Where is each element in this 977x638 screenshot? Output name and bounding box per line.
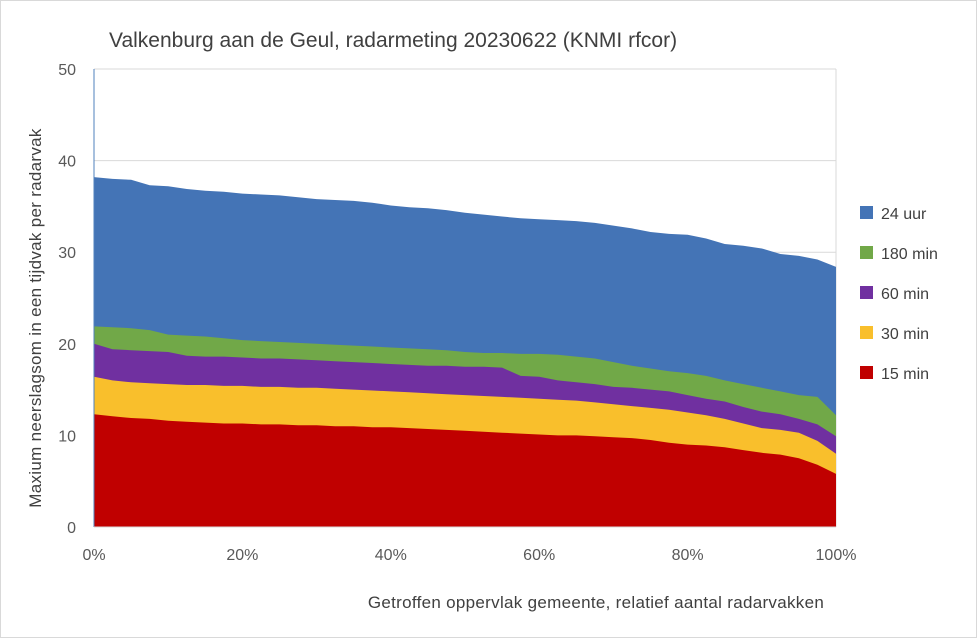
legend-swatch	[860, 286, 873, 299]
y-tick-label: 20	[58, 337, 76, 354]
legend-swatch	[860, 366, 873, 379]
y-tick-labels: 0 10 20 30 40 50	[58, 62, 76, 537]
y-axis-title: Maxium neerslagsom in een tijdvak per ra…	[26, 128, 45, 508]
legend: 24 uur 180 min 60 min 30 min 15 min	[860, 206, 938, 383]
x-tick-label: 60%	[523, 547, 555, 564]
legend-swatch	[860, 326, 873, 339]
area-15-min	[94, 414, 836, 527]
y-tick-label: 30	[58, 245, 76, 262]
y-tick-label: 40	[58, 154, 76, 171]
legend-swatch	[860, 206, 873, 219]
legend-swatch	[860, 246, 873, 259]
x-tick-labels: 0% 20% 40% 60% 80% 100%	[82, 547, 856, 564]
series-areas	[94, 177, 836, 527]
x-tick-label: 40%	[375, 547, 407, 564]
legend-label: 30 min	[881, 326, 929, 343]
legend-label: 60 min	[881, 286, 929, 303]
legend-label: 15 min	[881, 366, 929, 383]
chart-title: Valkenburg aan de Geul, radarmeting 2023…	[109, 29, 677, 52]
x-tick-label: 0%	[82, 547, 105, 564]
y-tick-label: 50	[58, 62, 76, 79]
axes	[93, 69, 836, 528]
legend-label: 24 uur	[881, 206, 927, 223]
x-tick-label: 20%	[226, 547, 258, 564]
x-tick-label: 100%	[816, 547, 857, 564]
y-tick-label: 0	[67, 520, 76, 537]
x-tick-label: 80%	[672, 547, 704, 564]
x-axis-title: Getroffen oppervlak gemeente, relatief a…	[368, 593, 824, 612]
y-tick-label: 10	[58, 428, 76, 445]
legend-label: 180 min	[881, 246, 938, 263]
